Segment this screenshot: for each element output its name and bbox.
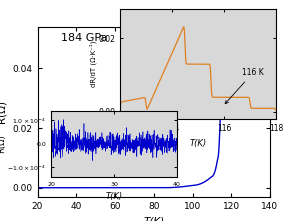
X-axis label: T(K): T(K) — [105, 192, 123, 201]
X-axis label: T(K): T(K) — [189, 139, 207, 148]
Text: 184 GPa: 184 GPa — [61, 33, 107, 43]
Y-axis label: R(Ω): R(Ω) — [0, 100, 7, 123]
Y-axis label: R(Ω): R(Ω) — [0, 134, 6, 153]
Text: 116 K: 116 K — [225, 68, 264, 104]
Y-axis label: dR/dT (Ω·K⁻¹): dR/dT (Ω·K⁻¹) — [89, 41, 97, 87]
X-axis label: T(K): T(K) — [143, 216, 164, 221]
